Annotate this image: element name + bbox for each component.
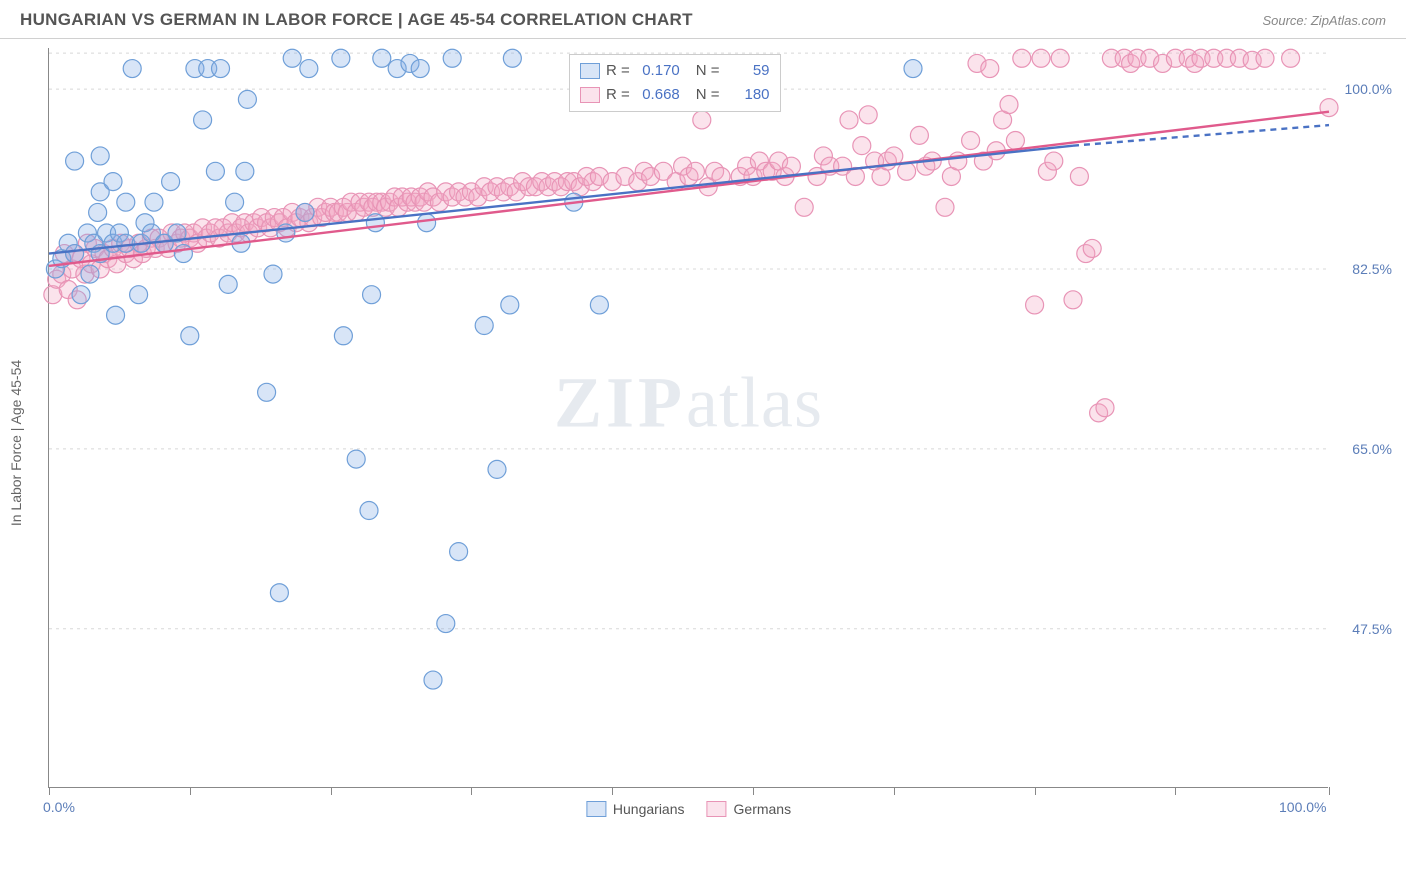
y-tick-label: 100.0%: [1345, 81, 1392, 97]
n-value-hungarians: 59: [726, 59, 770, 83]
x-tick: [1329, 787, 1330, 795]
chart-container: In Labor Force | Age 45-54 ZIPatlas R = …: [48, 48, 1388, 838]
series-legend: Hungarians Germans: [586, 801, 791, 817]
r-label: R =: [606, 83, 630, 107]
correlation-legend: R = 0.170 N = 59 R = 0.668 N = 180: [569, 54, 781, 112]
y-axis-label: In Labor Force | Age 45-54: [8, 360, 24, 526]
trend-layer: [49, 48, 1329, 788]
source-attribution: Source: ZipAtlas.com: [1262, 13, 1386, 28]
x-tick: [612, 787, 613, 795]
x-tick: [1175, 787, 1176, 795]
n-value-germans: 180: [726, 83, 770, 107]
x-tick: [471, 787, 472, 795]
x-tick-label: 100.0%: [1279, 799, 1326, 815]
n-label: N =: [696, 83, 720, 107]
y-tick-label: 47.5%: [1352, 621, 1392, 637]
x-tick: [894, 787, 895, 795]
r-value-germans: 0.668: [636, 83, 680, 107]
x-tick-label: 0.0%: [43, 799, 75, 815]
x-tick: [49, 787, 50, 795]
legend-row-germans: R = 0.668 N = 180: [580, 83, 770, 107]
swatch-hungarians: [580, 63, 600, 79]
legend-label-hungarians: Hungarians: [613, 801, 685, 817]
swatch-germans: [707, 801, 727, 817]
x-tick: [1035, 787, 1036, 795]
y-tick-label: 82.5%: [1352, 261, 1392, 277]
n-label: N =: [696, 59, 720, 83]
legend-row-hungarians: R = 0.170 N = 59: [580, 59, 770, 83]
r-label: R =: [606, 59, 630, 83]
x-tick: [190, 787, 191, 795]
legend-item-hungarians: Hungarians: [586, 801, 685, 817]
legend-item-germans: Germans: [707, 801, 792, 817]
plot-area: ZIPatlas R = 0.170 N = 59 R = 0.668 N = …: [48, 48, 1328, 788]
legend-label-germans: Germans: [734, 801, 792, 817]
r-value-hungarians: 0.170: [636, 59, 680, 83]
x-tick: [753, 787, 754, 795]
chart-title: HUNGARIAN VS GERMAN IN LABOR FORCE | AGE…: [20, 10, 693, 30]
x-tick: [331, 787, 332, 795]
swatch-germans: [580, 87, 600, 103]
y-tick-label: 65.0%: [1352, 441, 1392, 457]
swatch-hungarians: [586, 801, 606, 817]
